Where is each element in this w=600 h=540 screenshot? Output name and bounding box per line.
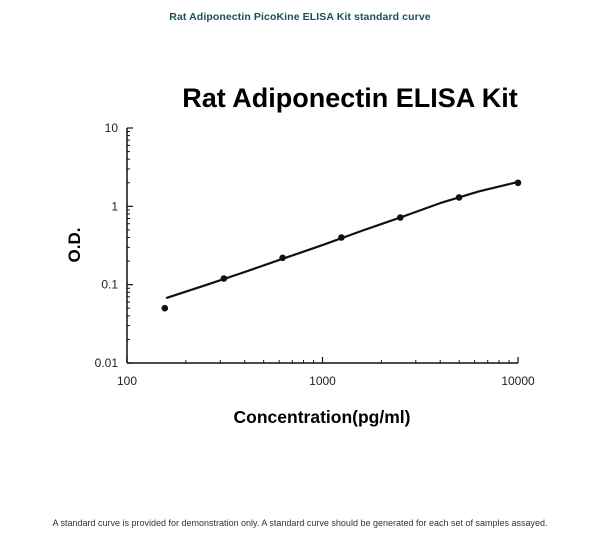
y-axis-label: O.D. <box>65 228 84 263</box>
y-major-ticks: 10 1 0.1 0.01 <box>95 121 133 370</box>
data-point <box>338 234 345 241</box>
data-point <box>220 275 228 282</box>
data-point <box>161 304 169 312</box>
x-axis-label: Concentration(pg/ml) <box>234 407 411 427</box>
chart-title: Rat Adiponectin ELISA Kit <box>182 83 518 113</box>
x-tick-label: 10000 <box>501 374 535 388</box>
data-points <box>161 179 522 312</box>
footer-note: A standard curve is provided for demonst… <box>52 518 548 528</box>
y-tick-label: 0.01 <box>95 356 119 370</box>
x-tick-label: 100 <box>117 374 137 388</box>
page-heading: Rat Adiponectin PicoKine ELISA Kit stand… <box>169 11 431 23</box>
x-tick-label: 1000 <box>309 374 336 388</box>
y-minor-ticks <box>127 131 130 340</box>
y-tick-label: 10 <box>105 121 119 135</box>
x-minor-ticks <box>185 360 510 363</box>
plot-area: 10 1 0.1 0.01 100 1000 10000 <box>95 121 535 388</box>
data-point <box>397 214 404 221</box>
y-tick-label: 1 <box>111 199 118 213</box>
y-tick-label: 0.1 <box>101 278 118 292</box>
data-point <box>455 194 463 201</box>
data-point <box>514 179 522 187</box>
x-major-ticks: 100 1000 10000 <box>117 357 535 388</box>
data-point <box>279 254 286 262</box>
